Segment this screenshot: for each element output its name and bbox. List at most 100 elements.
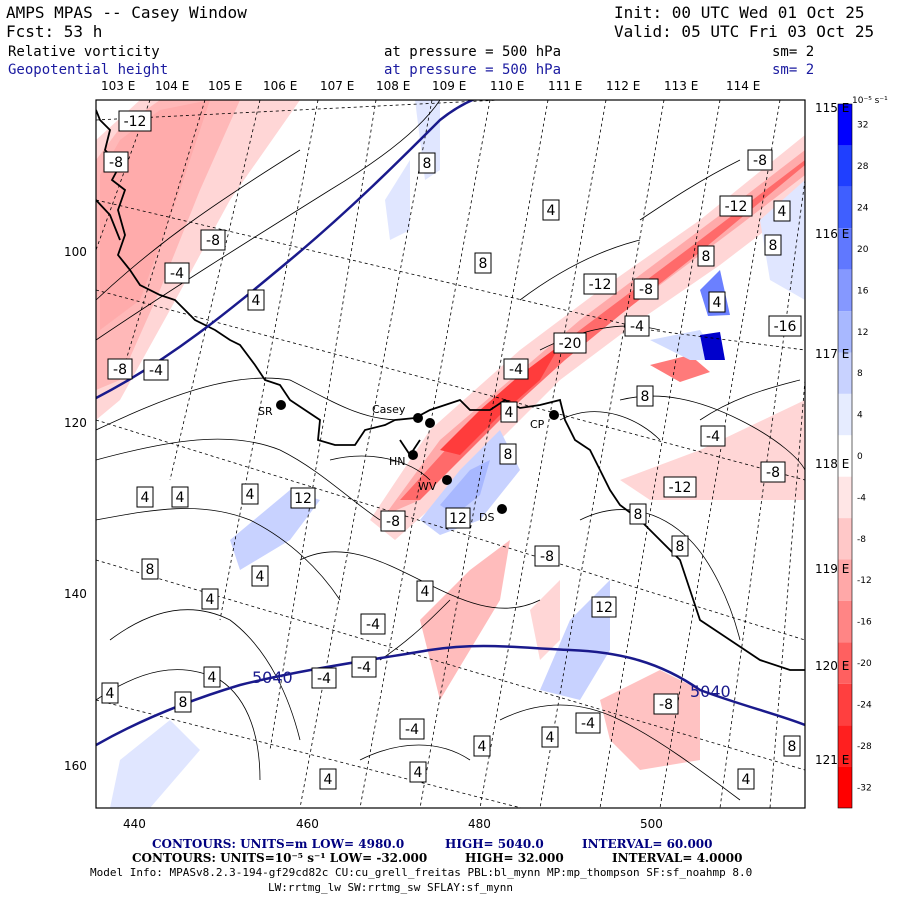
vorticity-contour-label: -4 (399, 718, 425, 740)
vorticity-contour-label: -4 (351, 656, 377, 678)
vorticity-contour-label: -4 (503, 358, 529, 380)
colorbar-label: -28 (857, 742, 872, 752)
vorticity-contour-label: 8 (474, 252, 492, 274)
colorbar-label: 24 (857, 204, 869, 214)
vorticity-contour-label: -4 (360, 613, 386, 635)
vorticity-contour-label: 4 (773, 200, 791, 222)
geopotential-contours (96, 100, 805, 747)
vorticity-contour-label: 4 (247, 289, 265, 311)
vorticity-label-text: 8 (676, 539, 685, 555)
station-marker (497, 504, 507, 514)
vorticity-label-text: -8 (659, 697, 673, 713)
vorticity-label-text: 8 (702, 249, 711, 265)
vorticity-label-text: 4 (713, 295, 722, 311)
vorticity-contour-label: 4 (203, 666, 221, 688)
vorticity-contour-label: -4 (700, 425, 726, 447)
init-time: Init: 00 UTC Wed 01 Oct 25 (614, 3, 865, 22)
height-labels: 5040 5040 (252, 668, 731, 701)
vorticity-label-text: 4 (206, 592, 215, 608)
vorticity-contour-label: -12 (719, 195, 753, 217)
colorbar-swatch (838, 393, 852, 436)
colorbar-swatch (838, 642, 852, 684)
lon-label: 112 E (606, 79, 640, 93)
var1-name: Relative vorticity (8, 44, 160, 60)
vorticity-contour-label: 8 (629, 503, 647, 525)
vorticity-label-text: 4 (547, 203, 556, 219)
vorticity-contour-label: -12 (118, 110, 152, 132)
vorticity-label-text: 12 (294, 491, 312, 507)
vorticity-contour-label: -4 (311, 667, 337, 689)
vorticity-contour-label: 4 (416, 580, 434, 602)
colorbar-label: 4 (857, 411, 863, 421)
vorticity-label-text: 4 (106, 686, 115, 702)
lon-label: 106 E (263, 79, 297, 93)
station-label: CP (530, 418, 545, 431)
y-tick: 120 (64, 416, 87, 430)
vorticity-contour-label: 4 (409, 761, 427, 783)
vorticity-label-text: -8 (753, 153, 767, 169)
vorticity-contour-label: -8 (103, 151, 129, 173)
station-label: HN (389, 455, 406, 468)
colorbar-swatch (838, 683, 852, 726)
colorbar-label: -8 (857, 535, 866, 545)
station-marker (276, 400, 286, 410)
vorticity-label-text: 12 (449, 511, 467, 527)
vorticity-label-text: -4 (366, 617, 380, 633)
vorticity-contour-label: -4 (624, 315, 650, 337)
vorticity-contour-label: 8 (783, 735, 801, 757)
colorbar-swatch (838, 228, 852, 270)
vorticity-contour-label: -20 (553, 332, 587, 354)
vorticity-label-text: -8 (386, 514, 400, 530)
colorbar-swatch (838, 766, 852, 808)
station-label: Casey (372, 403, 406, 416)
vorticity-contour-label: -16 (768, 315, 802, 337)
right-lon-labels: 115 E 116 E 117 E 118 E 119 E 120 E 121 … (815, 101, 849, 767)
vorticity-label-text: 4 (208, 670, 217, 686)
vorticity-label-text: 4 (478, 739, 487, 755)
footer-height-interval: INTERVAL= 60.000 (582, 837, 713, 851)
vorticity-contour-label: 4 (136, 486, 154, 508)
colorbar-swatch (838, 145, 852, 187)
top-lon-labels: 103 E 104 E 105 E 106 E 107 E 108 E 109 … (101, 79, 760, 93)
right-lon-label: 116 E (815, 227, 849, 241)
vorticity-label-text: 4 (742, 772, 751, 788)
colorbar-swatch (838, 725, 852, 767)
lon-label: 108 E (376, 79, 410, 93)
lon-label: 113 E (664, 79, 698, 93)
vorticity-contour-label: -12 (583, 273, 617, 295)
vorticity-contour-label: 4 (737, 768, 755, 790)
vorticity-label-text: 4 (421, 584, 430, 600)
vorticity-contour-label: 12 (290, 487, 316, 509)
vorticity-label-text: -12 (669, 480, 692, 496)
vorticity-label-text: 4 (505, 405, 514, 421)
lon-label: 103 E (101, 79, 135, 93)
right-lon-label: 119 E (815, 562, 849, 576)
vorticity-contour-label: 8 (671, 535, 689, 557)
vorticity-contour-label: 8 (174, 691, 192, 713)
y-tick: 140 (64, 587, 87, 601)
footer-height-contours: CONTOURS: UNITS=m LOW= 4980.0 (152, 837, 405, 851)
colorbar-label: -20 (857, 659, 872, 669)
x-tick: 440 (123, 817, 146, 831)
vorticity-label-text: 8 (423, 156, 432, 172)
vorticity-contour-label: -8 (653, 693, 679, 715)
station-marker (413, 413, 423, 423)
footer-vort-high: HIGH= 32.000 (465, 851, 564, 865)
vorticity-label-text: -4 (405, 722, 419, 738)
vorticity-label-text: -16 (774, 319, 797, 335)
vorticity-contour-label: -4 (143, 359, 169, 381)
vorticity-contour-label: -12 (663, 476, 697, 498)
vorticity-label-text: -8 (540, 549, 554, 565)
y-tick: 160 (64, 759, 87, 773)
vorticity-contour-label: 8 (499, 443, 517, 465)
colorbar-swatch (838, 476, 852, 519)
lon-label: 107 E (320, 79, 354, 93)
y-ticks: 100 120 140 160 (64, 245, 87, 773)
vorticity-label-text: 4 (324, 772, 333, 788)
vorticity-label-text: 8 (788, 739, 797, 755)
height-label: 5040 (690, 682, 731, 701)
footer-model-info: Model Info: MPASv8.2.3-194-gf29cd82c CU:… (90, 866, 753, 879)
x-ticks: 440 460 480 500 (123, 817, 663, 831)
lon-label: 111 E (548, 79, 582, 93)
